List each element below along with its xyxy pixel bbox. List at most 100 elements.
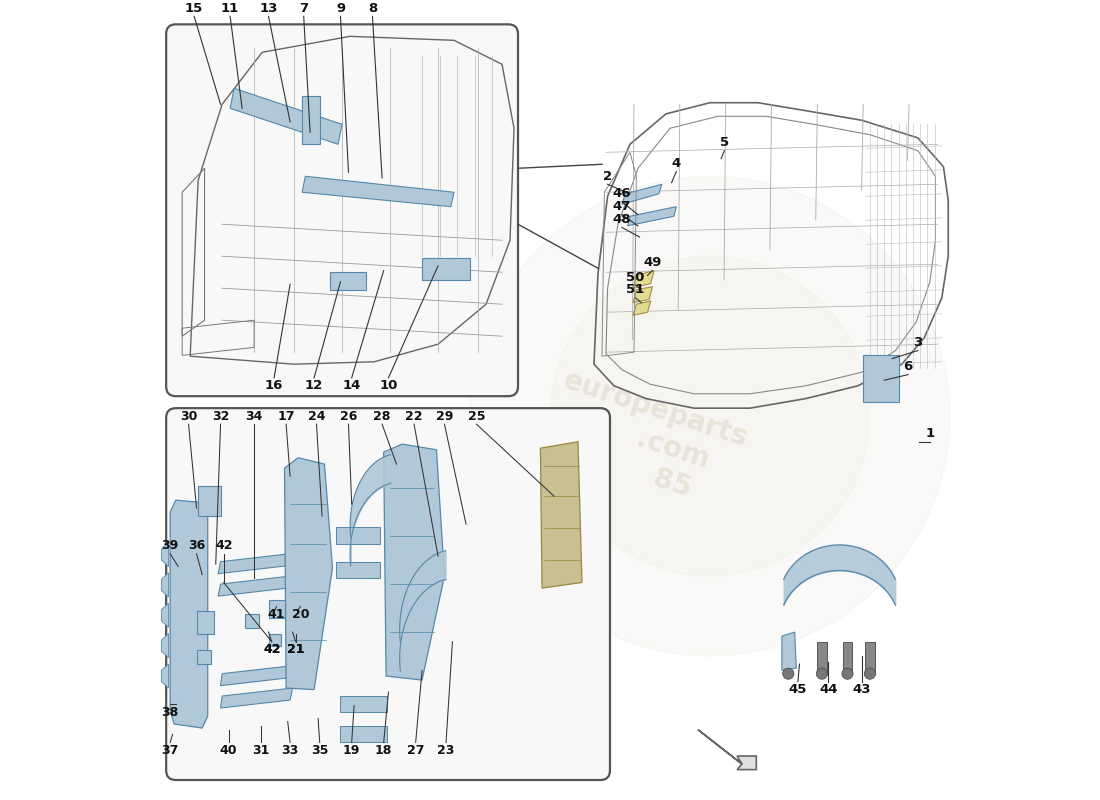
- Bar: [197, 650, 211, 664]
- Text: 21: 21: [287, 643, 305, 656]
- Text: 9: 9: [336, 2, 345, 15]
- Polygon shape: [621, 184, 662, 204]
- Text: 26: 26: [340, 410, 358, 422]
- Text: 41: 41: [267, 608, 285, 621]
- Text: 1: 1: [925, 427, 934, 440]
- Polygon shape: [162, 634, 168, 658]
- Bar: [330, 272, 366, 290]
- Text: 21: 21: [287, 643, 305, 656]
- Text: 28: 28: [373, 410, 390, 422]
- Bar: [336, 562, 380, 578]
- Text: 20: 20: [292, 608, 309, 621]
- Polygon shape: [865, 642, 874, 674]
- Circle shape: [470, 176, 949, 656]
- Text: 23: 23: [438, 744, 454, 757]
- Bar: [302, 96, 320, 144]
- Bar: [244, 614, 258, 628]
- Text: 42: 42: [263, 643, 280, 656]
- Polygon shape: [220, 666, 293, 686]
- Bar: [336, 526, 380, 544]
- Text: 30: 30: [180, 410, 197, 422]
- Text: 8: 8: [367, 2, 377, 15]
- Text: 49: 49: [644, 256, 661, 269]
- Bar: [422, 258, 470, 280]
- Text: 15: 15: [185, 2, 204, 15]
- Circle shape: [783, 668, 794, 679]
- Text: 22: 22: [405, 410, 422, 422]
- Text: 19: 19: [343, 744, 361, 757]
- Text: europeparts
      .com
        85: europeparts .com 85: [540, 366, 751, 514]
- Text: 40: 40: [220, 744, 238, 757]
- Circle shape: [816, 668, 827, 679]
- Bar: [341, 696, 387, 712]
- Polygon shape: [302, 176, 454, 206]
- Circle shape: [550, 256, 870, 576]
- Polygon shape: [170, 500, 208, 728]
- Text: 3: 3: [913, 336, 923, 349]
- Text: 16: 16: [265, 379, 284, 392]
- Polygon shape: [782, 632, 796, 670]
- Text: 32: 32: [212, 410, 229, 422]
- Text: 45: 45: [789, 683, 807, 696]
- Text: 2: 2: [603, 170, 612, 182]
- FancyBboxPatch shape: [166, 408, 610, 780]
- Circle shape: [865, 668, 876, 679]
- Polygon shape: [218, 554, 290, 574]
- Text: 17: 17: [277, 410, 295, 422]
- Text: 50: 50: [626, 270, 645, 283]
- Polygon shape: [634, 270, 654, 288]
- Polygon shape: [220, 688, 293, 708]
- Text: 42: 42: [263, 643, 280, 656]
- Text: 46: 46: [613, 187, 631, 200]
- Polygon shape: [162, 573, 168, 597]
- Text: 24: 24: [308, 410, 326, 422]
- Text: 34: 34: [245, 410, 263, 422]
- Polygon shape: [817, 642, 827, 674]
- Circle shape: [842, 668, 854, 679]
- Polygon shape: [697, 730, 757, 770]
- Text: 43: 43: [852, 683, 871, 696]
- Polygon shape: [162, 542, 168, 566]
- Text: 35: 35: [311, 744, 329, 757]
- Polygon shape: [384, 444, 444, 680]
- Polygon shape: [162, 664, 168, 688]
- Text: 44: 44: [820, 683, 837, 696]
- Bar: [341, 726, 387, 742]
- Bar: [198, 486, 220, 516]
- Bar: [268, 634, 282, 646]
- Text: 13: 13: [260, 2, 277, 15]
- Text: 37: 37: [162, 744, 179, 757]
- Text: 14: 14: [342, 379, 361, 392]
- Text: 36: 36: [188, 539, 206, 552]
- Bar: [197, 611, 215, 634]
- Text: 25: 25: [468, 410, 485, 422]
- Text: 27: 27: [407, 744, 425, 757]
- Text: 5: 5: [719, 136, 729, 149]
- Text: 18: 18: [375, 744, 393, 757]
- Polygon shape: [285, 458, 332, 690]
- Text: 10: 10: [379, 379, 398, 392]
- Bar: [864, 355, 900, 402]
- FancyBboxPatch shape: [166, 24, 518, 396]
- Text: 29: 29: [436, 410, 453, 422]
- Text: 48: 48: [613, 213, 631, 226]
- Text: 33: 33: [282, 744, 299, 757]
- Polygon shape: [540, 442, 582, 588]
- Polygon shape: [230, 88, 342, 144]
- Text: 4: 4: [672, 157, 681, 170]
- Text: 7: 7: [299, 2, 308, 15]
- Polygon shape: [634, 286, 652, 302]
- Polygon shape: [843, 642, 852, 674]
- Polygon shape: [634, 301, 651, 315]
- Text: 38: 38: [162, 706, 179, 718]
- Polygon shape: [218, 576, 290, 596]
- Text: 42: 42: [214, 539, 232, 552]
- Polygon shape: [162, 603, 168, 627]
- Text: 11: 11: [221, 2, 240, 15]
- Text: 47: 47: [613, 200, 631, 213]
- Polygon shape: [628, 206, 676, 226]
- Text: 12: 12: [305, 379, 323, 392]
- Text: 51: 51: [626, 283, 645, 296]
- Text: 6: 6: [903, 360, 913, 373]
- Bar: [268, 600, 285, 618]
